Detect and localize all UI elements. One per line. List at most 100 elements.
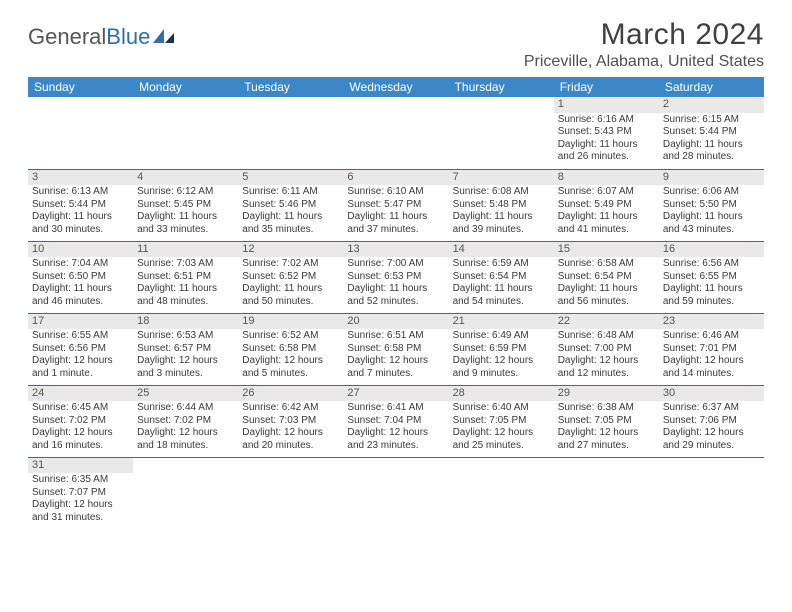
day-number: 16 bbox=[659, 242, 764, 258]
daylight-line: Daylight: 11 hours and 46 minutes. bbox=[32, 283, 129, 308]
sunrise-line: Sunrise: 6:15 AM bbox=[663, 114, 760, 127]
day-number: 22 bbox=[554, 314, 659, 330]
sunrise-line: Sunrise: 7:04 AM bbox=[32, 258, 129, 271]
day-number: 8 bbox=[554, 170, 659, 186]
sunrise-line: Sunrise: 6:51 AM bbox=[347, 330, 444, 343]
sunset-line: Sunset: 7:04 PM bbox=[347, 415, 444, 428]
calendar-cell: 25Sunrise: 6:44 AMSunset: 7:02 PMDayligh… bbox=[133, 385, 238, 457]
weekday-header: Thursday bbox=[449, 77, 554, 97]
day-number: 15 bbox=[554, 242, 659, 258]
calendar-cell bbox=[28, 97, 133, 169]
calendar-cell bbox=[449, 97, 554, 169]
weekday-header: Wednesday bbox=[343, 77, 448, 97]
calendar-cell: 12Sunrise: 7:02 AMSunset: 6:52 PMDayligh… bbox=[238, 241, 343, 313]
daylight-line: Daylight: 11 hours and 54 minutes. bbox=[453, 283, 550, 308]
sunrise-line: Sunrise: 6:06 AM bbox=[663, 186, 760, 199]
calendar-cell: 14Sunrise: 6:59 AMSunset: 6:54 PMDayligh… bbox=[449, 241, 554, 313]
day-number: 1 bbox=[554, 97, 659, 113]
sunrise-line: Sunrise: 6:41 AM bbox=[347, 402, 444, 415]
sunrise-line: Sunrise: 6:38 AM bbox=[558, 402, 655, 415]
daylight-line: Daylight: 11 hours and 52 minutes. bbox=[347, 283, 444, 308]
weekday-header: Monday bbox=[133, 77, 238, 97]
header: GeneralBlue March 2024 Priceville, Alaba… bbox=[28, 18, 764, 71]
day-number: 5 bbox=[238, 170, 343, 186]
sunset-line: Sunset: 5:46 PM bbox=[242, 199, 339, 212]
day-number: 6 bbox=[343, 170, 448, 186]
day-number: 2 bbox=[659, 97, 764, 113]
sunset-line: Sunset: 5:45 PM bbox=[137, 199, 234, 212]
sunset-line: Sunset: 6:54 PM bbox=[453, 271, 550, 284]
sunset-line: Sunset: 7:05 PM bbox=[453, 415, 550, 428]
calendar-cell: 18Sunrise: 6:53 AMSunset: 6:57 PMDayligh… bbox=[133, 313, 238, 385]
daylight-line: Daylight: 12 hours and 31 minutes. bbox=[32, 499, 129, 524]
calendar-cell: 1Sunrise: 6:16 AMSunset: 5:43 PMDaylight… bbox=[554, 97, 659, 169]
sunset-line: Sunset: 6:52 PM bbox=[242, 271, 339, 284]
sunrise-line: Sunrise: 6:16 AM bbox=[558, 114, 655, 127]
daylight-line: Daylight: 12 hours and 7 minutes. bbox=[347, 355, 444, 380]
sunrise-line: Sunrise: 7:02 AM bbox=[242, 258, 339, 271]
calendar-cell: 11Sunrise: 7:03 AMSunset: 6:51 PMDayligh… bbox=[133, 241, 238, 313]
daylight-line: Daylight: 12 hours and 27 minutes. bbox=[558, 427, 655, 452]
day-number: 18 bbox=[133, 314, 238, 330]
daylight-line: Daylight: 12 hours and 16 minutes. bbox=[32, 427, 129, 452]
daylight-line: Daylight: 11 hours and 35 minutes. bbox=[242, 211, 339, 236]
sunrise-line: Sunrise: 6:12 AM bbox=[137, 186, 234, 199]
day-number: 3 bbox=[28, 170, 133, 186]
calendar-cell bbox=[343, 97, 448, 169]
calendar-cell: 3Sunrise: 6:13 AMSunset: 5:44 PMDaylight… bbox=[28, 169, 133, 241]
day-number: 25 bbox=[133, 386, 238, 402]
calendar-cell bbox=[238, 97, 343, 169]
calendar-cell: 24Sunrise: 6:45 AMSunset: 7:02 PMDayligh… bbox=[28, 385, 133, 457]
day-number: 4 bbox=[133, 170, 238, 186]
sunrise-line: Sunrise: 6:58 AM bbox=[558, 258, 655, 271]
daylight-line: Daylight: 11 hours and 41 minutes. bbox=[558, 211, 655, 236]
calendar-cell: 28Sunrise: 6:40 AMSunset: 7:05 PMDayligh… bbox=[449, 385, 554, 457]
sunrise-line: Sunrise: 6:55 AM bbox=[32, 330, 129, 343]
calendar-cell: 17Sunrise: 6:55 AMSunset: 6:56 PMDayligh… bbox=[28, 313, 133, 385]
sunset-line: Sunset: 7:02 PM bbox=[32, 415, 129, 428]
sunset-line: Sunset: 6:56 PM bbox=[32, 343, 129, 356]
calendar-cell: 2Sunrise: 6:15 AMSunset: 5:44 PMDaylight… bbox=[659, 97, 764, 169]
daylight-line: Daylight: 12 hours and 1 minute. bbox=[32, 355, 129, 380]
calendar-cell: 21Sunrise: 6:49 AMSunset: 6:59 PMDayligh… bbox=[449, 313, 554, 385]
weekday-header: Friday bbox=[554, 77, 659, 97]
daylight-line: Daylight: 11 hours and 50 minutes. bbox=[242, 283, 339, 308]
calendar-cell: 22Sunrise: 6:48 AMSunset: 7:00 PMDayligh… bbox=[554, 313, 659, 385]
location: Priceville, Alabama, United States bbox=[524, 53, 764, 71]
daylight-line: Daylight: 12 hours and 14 minutes. bbox=[663, 355, 760, 380]
sunset-line: Sunset: 7:07 PM bbox=[32, 487, 129, 500]
daylight-line: Daylight: 11 hours and 39 minutes. bbox=[453, 211, 550, 236]
sunrise-line: Sunrise: 6:59 AM bbox=[453, 258, 550, 271]
logo-text-general: General bbox=[28, 24, 106, 50]
day-number: 17 bbox=[28, 314, 133, 330]
sunrise-line: Sunrise: 7:00 AM bbox=[347, 258, 444, 271]
sunrise-line: Sunrise: 6:10 AM bbox=[347, 186, 444, 199]
day-number: 24 bbox=[28, 386, 133, 402]
sunrise-line: Sunrise: 6:49 AM bbox=[453, 330, 550, 343]
sunrise-line: Sunrise: 6:42 AM bbox=[242, 402, 339, 415]
calendar-cell bbox=[659, 457, 764, 529]
logo-text-blue: Blue bbox=[106, 24, 150, 50]
calendar-header-row: SundayMondayTuesdayWednesdayThursdayFrid… bbox=[28, 77, 764, 97]
sunrise-line: Sunrise: 6:08 AM bbox=[453, 186, 550, 199]
daylight-line: Daylight: 11 hours and 33 minutes. bbox=[137, 211, 234, 236]
sunset-line: Sunset: 6:58 PM bbox=[347, 343, 444, 356]
calendar-cell: 27Sunrise: 6:41 AMSunset: 7:04 PMDayligh… bbox=[343, 385, 448, 457]
logo: GeneralBlue bbox=[28, 18, 175, 50]
calendar-cell: 6Sunrise: 6:10 AMSunset: 5:47 PMDaylight… bbox=[343, 169, 448, 241]
calendar-cell: 16Sunrise: 6:56 AMSunset: 6:55 PMDayligh… bbox=[659, 241, 764, 313]
day-number: 12 bbox=[238, 242, 343, 258]
calendar-cell: 13Sunrise: 7:00 AMSunset: 6:53 PMDayligh… bbox=[343, 241, 448, 313]
day-number: 27 bbox=[343, 386, 448, 402]
sunrise-line: Sunrise: 6:07 AM bbox=[558, 186, 655, 199]
sunset-line: Sunset: 6:58 PM bbox=[242, 343, 339, 356]
daylight-line: Daylight: 11 hours and 56 minutes. bbox=[558, 283, 655, 308]
sunrise-line: Sunrise: 7:03 AM bbox=[137, 258, 234, 271]
calendar-cell bbox=[238, 457, 343, 529]
sunset-line: Sunset: 7:01 PM bbox=[663, 343, 760, 356]
weekday-header: Saturday bbox=[659, 77, 764, 97]
daylight-line: Daylight: 12 hours and 5 minutes. bbox=[242, 355, 339, 380]
day-number: 29 bbox=[554, 386, 659, 402]
calendar-cell: 30Sunrise: 6:37 AMSunset: 7:06 PMDayligh… bbox=[659, 385, 764, 457]
day-number: 14 bbox=[449, 242, 554, 258]
